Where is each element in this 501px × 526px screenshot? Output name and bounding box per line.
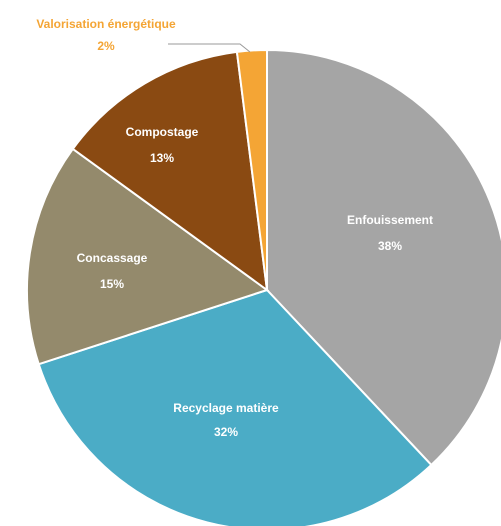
leader-line: [168, 43, 251, 53]
slice-compostage: [71, 50, 269, 293]
slice-enfouissement: [266, 48, 501, 467]
slice-label-compostage: Compostage: [126, 125, 199, 139]
slice-value-enfouissement: 38%: [378, 239, 402, 253]
slice-label-valorisation-energetique: Valorisation énergétique: [36, 17, 176, 31]
slice-value-concassage: 15%: [100, 277, 124, 291]
slice-recyclage-matiere: [37, 288, 433, 526]
slice-label-concassage: Concassage: [77, 251, 148, 265]
slice-valorisation-energetique: [235, 48, 268, 291]
slice-value-compostage: 13%: [150, 151, 174, 165]
slice-label-recyclage-matiere: Recyclage matière: [173, 401, 279, 415]
slice-value-recyclage-matiere: 32%: [214, 425, 238, 439]
slice-concassage: [26, 147, 270, 366]
pie-labels: Enfouissement 38% Recyclage matière 32% Conc…: [36, 17, 433, 439]
slice-label-enfouissement: Enfouissement: [347, 213, 433, 227]
pie-slices: [26, 48, 501, 526]
slice-value-valorisation-energetique: 2%: [97, 39, 115, 53]
